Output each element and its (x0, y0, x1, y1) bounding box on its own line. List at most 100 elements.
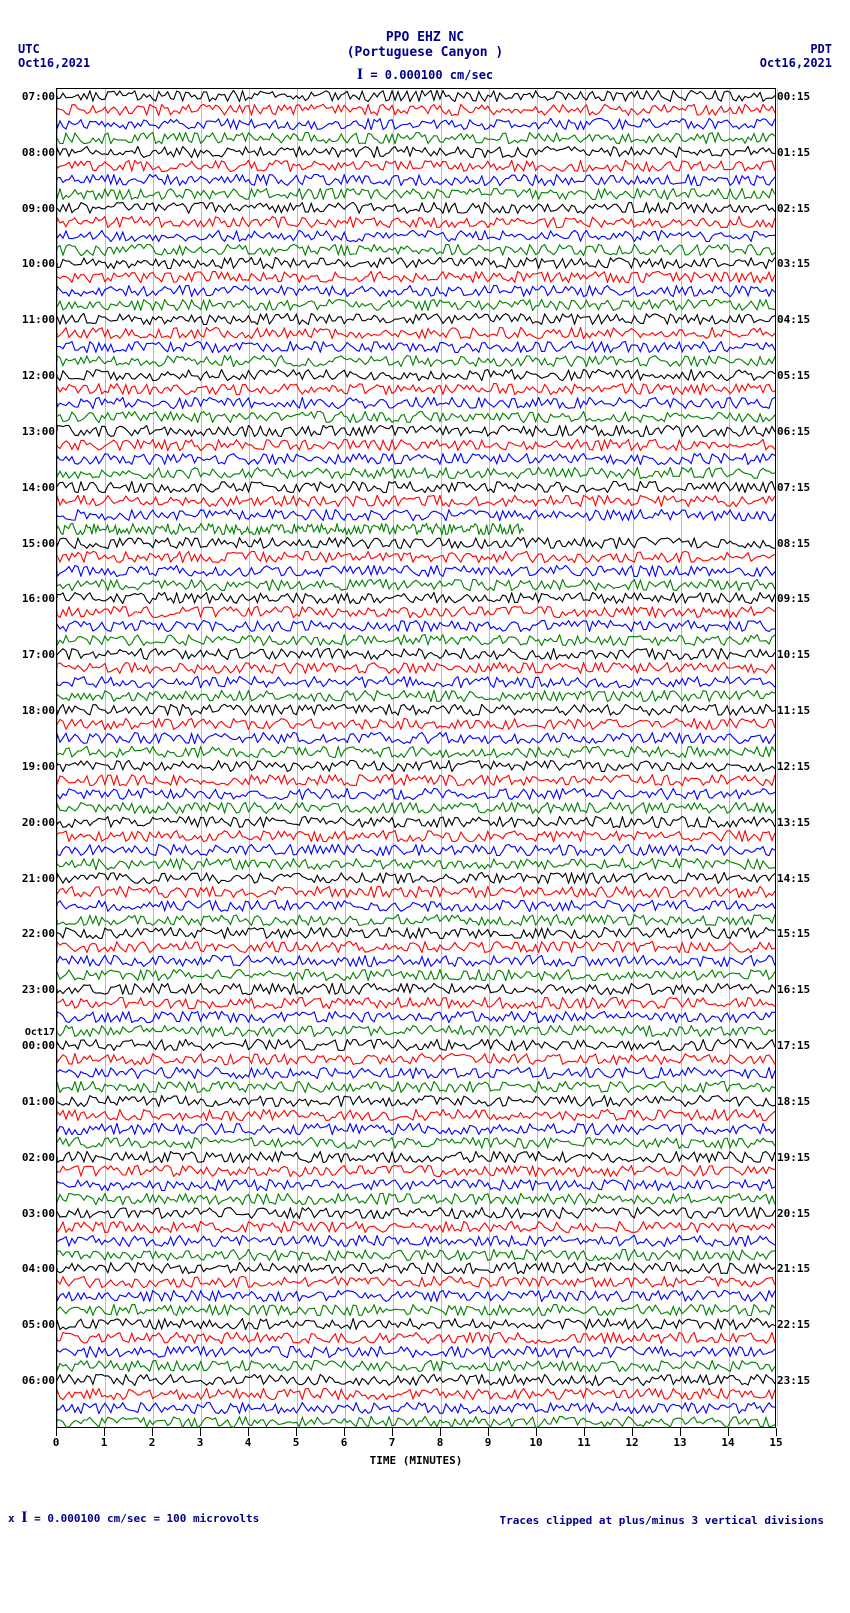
waveform-trace (57, 1318, 775, 1330)
waveform-trace (57, 188, 775, 200)
right-time-label: 01:15 (777, 146, 821, 159)
x-tick-label: 13 (670, 1436, 690, 1449)
left-time-label: 22:00 (11, 927, 55, 940)
waveform-trace (57, 132, 775, 144)
left-time-label: 09:00 (11, 202, 55, 215)
waveform-trace (57, 1235, 775, 1247)
left-time-label: 04:00 (11, 1262, 55, 1275)
waveform-trace (57, 230, 775, 242)
left-time-label: 03:00 (11, 1207, 55, 1220)
x-tick-label: 4 (238, 1436, 258, 1449)
right-time-label: 19:15 (777, 1151, 821, 1164)
station-location: (Portuguese Canyon ) (0, 45, 850, 60)
waveform-trace (57, 1249, 775, 1261)
x-tick-mark (104, 1428, 105, 1436)
right-time-label: 07:15 (777, 481, 821, 494)
waveform-trace (57, 634, 775, 646)
waveform-trace (57, 746, 775, 758)
waveform-trace (57, 1165, 775, 1177)
waveform-trace (57, 1402, 775, 1414)
x-tick-label: 10 (526, 1436, 546, 1449)
waveform-trace (57, 1290, 775, 1302)
waveform-trace (57, 1374, 775, 1386)
x-tick-label: 8 (430, 1436, 450, 1449)
x-tick-mark (728, 1428, 729, 1436)
waveform-trace (57, 886, 775, 898)
waveform-trace (57, 216, 775, 228)
right-time-label: 11:15 (777, 704, 821, 717)
left-day-label: Oct17 (15, 1027, 55, 1038)
waveform-trace (57, 146, 775, 158)
footer-clip-note: Traces clipped at plus/minus 3 vertical … (499, 1514, 824, 1527)
waveform-trace (57, 341, 775, 353)
waveform-trace (57, 104, 775, 116)
waveform-trace (57, 244, 775, 256)
waveform-trace (57, 1360, 775, 1372)
footer-scale: x I = 0.000100 cm/sec = 100 microvolts (8, 1509, 259, 1527)
waveform-trace (57, 481, 775, 493)
waveform-trace (57, 872, 775, 884)
waveform-trace (57, 537, 775, 549)
waveform-trace (57, 551, 775, 563)
tz-left-date: Oct16,2021 (18, 56, 90, 70)
waveform-trace (57, 1332, 775, 1344)
scale-indicator: I = 0.000100 cm/sec (0, 66, 850, 84)
waveform-trace (57, 816, 775, 828)
right-time-label: 08:15 (777, 537, 821, 550)
waveform-trace (57, 313, 775, 325)
waveform-trace (57, 1416, 775, 1428)
x-tick-label: 14 (718, 1436, 738, 1449)
right-time-label: 02:15 (777, 202, 821, 215)
waveform-trace (57, 160, 775, 172)
x-tick-label: 11 (574, 1436, 594, 1449)
waveform-trace (57, 914, 775, 926)
x-tick-mark (632, 1428, 633, 1436)
helicorder-plot: 07:0008:0009:0010:0011:0012:0013:0014:00… (56, 88, 776, 1428)
right-time-label: 17:15 (777, 1039, 821, 1052)
x-tick-label: 7 (382, 1436, 402, 1449)
waveform-trace (57, 285, 775, 297)
waveform-trace (57, 90, 775, 102)
waveform-trace (57, 1276, 775, 1288)
left-time-label: 19:00 (11, 760, 55, 773)
waveform-trace (57, 1346, 775, 1358)
x-tick-mark (440, 1428, 441, 1436)
waveform-trace (57, 676, 775, 688)
waveform-trace (57, 355, 775, 367)
tz-right: PDT Oct16,2021 (760, 42, 832, 70)
waveform-trace (57, 830, 775, 842)
right-time-label: 22:15 (777, 1318, 821, 1331)
waveform-trace (57, 1109, 775, 1121)
waveform-trace (57, 997, 775, 1009)
right-time-label: 23:15 (777, 1374, 821, 1387)
left-time-label: 00:00 (11, 1039, 55, 1052)
waveform-trace (57, 327, 775, 339)
waveform-trace (57, 955, 775, 967)
right-time-label: 05:15 (777, 369, 821, 382)
waveform-trace (57, 1081, 775, 1093)
waveform-trace (57, 1095, 775, 1107)
left-time-label: 15:00 (11, 537, 55, 550)
x-tick-label: 0 (46, 1436, 66, 1449)
waveform-trace (57, 1053, 775, 1065)
left-time-label: 20:00 (11, 816, 55, 829)
waveform-trace (57, 662, 775, 674)
waveform-trace (57, 941, 775, 953)
waveform-trace (57, 369, 775, 381)
x-tick-mark (152, 1428, 153, 1436)
waveform-trace (57, 1304, 775, 1316)
waveform-trace (57, 1151, 775, 1163)
waveform-trace (57, 439, 775, 451)
waveform-trace (57, 788, 775, 800)
waveform-trace (57, 983, 775, 995)
left-time-label: 18:00 (11, 704, 55, 717)
waveform-trace (57, 579, 775, 591)
footer-scale-text: = 0.000100 cm/sec = 100 microvolts (27, 1512, 259, 1525)
left-time-label: 06:00 (11, 1374, 55, 1387)
left-time-label: 17:00 (11, 648, 55, 661)
tz-right-label: PDT (760, 42, 832, 56)
left-time-label: 11:00 (11, 313, 55, 326)
right-time-label: 10:15 (777, 648, 821, 661)
waveform-trace (57, 844, 775, 856)
waveform-trace (57, 1221, 775, 1233)
